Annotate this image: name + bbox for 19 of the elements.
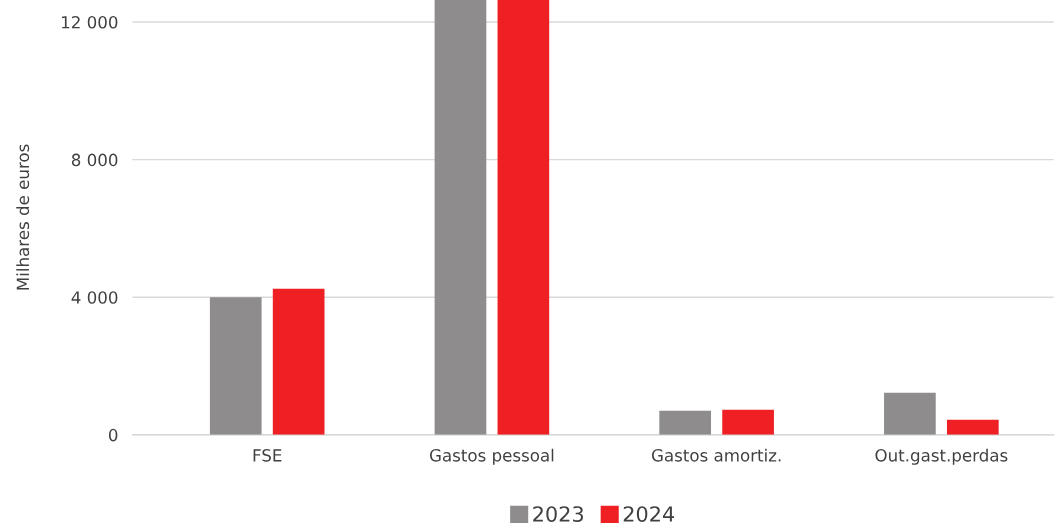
bar: [272, 288, 325, 435]
y-tick-label: 12 000: [62, 15, 118, 29]
y-tick-label: 4 000: [71, 291, 118, 304]
legend-label: 2024: [623, 506, 675, 522]
bar: [434, 0, 487, 435]
legend-label: 2023: [533, 506, 584, 522]
x-tick-label: Gastos amortiz.: [651, 448, 781, 462]
x-tick-label: FSE: [253, 449, 282, 462]
x-tick-label: Out.gast.perdas: [875, 448, 1008, 465]
x-tick-label: Gastos pessoal: [429, 448, 554, 465]
bar: [659, 410, 712, 435]
bar: [722, 409, 774, 435]
bar: [497, 0, 550, 435]
bar: [884, 392, 936, 435]
y-axis-title: Milhares de euros: [16, 144, 30, 290]
bar: [209, 297, 262, 435]
y-tick-label: 0: [108, 428, 118, 442]
bar: [946, 419, 999, 435]
y-tick-label: 8 000: [71, 153, 118, 167]
